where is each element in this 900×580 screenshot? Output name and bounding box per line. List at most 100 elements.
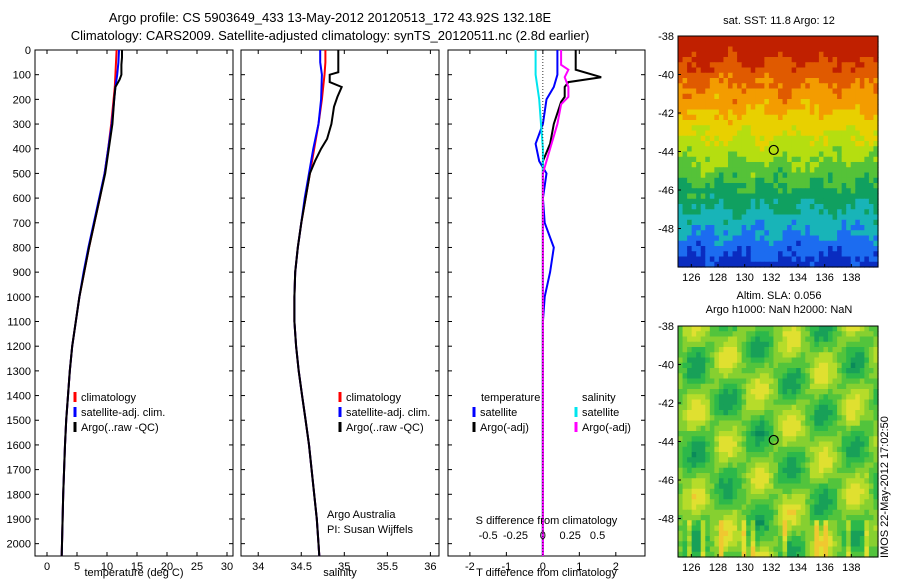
map-cell: [809, 457, 815, 464]
map-cell: [818, 446, 825, 453]
map-cell: [814, 383, 820, 390]
map-cell: [764, 362, 770, 369]
map-cell: [818, 146, 825, 153]
map-cell: [818, 57, 825, 63]
map-cell: [691, 488, 697, 495]
map-cell: [696, 93, 702, 100]
map-cell: [823, 72, 829, 79]
map-cell: [805, 331, 811, 338]
map-cell: [768, 373, 775, 380]
map-cell: [700, 78, 706, 84]
map-cell: [778, 41, 784, 48]
map-cell: [782, 467, 788, 474]
map-cell: [823, 120, 829, 126]
map-cell: [796, 541, 802, 548]
map-cell: [759, 483, 765, 490]
map-cell: [741, 326, 747, 332]
map-cell: [868, 368, 875, 374]
map-cell: [741, 183, 747, 189]
map-cell: [718, 410, 725, 416]
map-cell: [764, 473, 770, 479]
map-cell: [782, 383, 788, 390]
map-cell: [705, 256, 711, 263]
map-cell: [768, 494, 775, 500]
map-cell: [768, 499, 775, 506]
map-cell: [859, 251, 865, 258]
map-cell: [832, 51, 838, 58]
map-cell: [709, 541, 715, 548]
map-cell: [718, 383, 725, 390]
map-cell: [837, 230, 843, 237]
map-cell: [868, 357, 875, 364]
map-cell: [837, 431, 843, 437]
map-cell: [787, 551, 793, 558]
map-cell: [768, 141, 775, 147]
map-cell: [723, 404, 729, 411]
map-cell: [682, 120, 688, 126]
map-cell: [809, 109, 815, 116]
map-cell: [778, 135, 784, 142]
salinity-xtick-label: 36: [424, 561, 436, 573]
map-cell: [855, 57, 861, 63]
map-cell: [850, 525, 856, 532]
map-cell: [700, 198, 706, 205]
map-cell: [687, 515, 693, 521]
map-cell: [705, 167, 711, 174]
map-cell: [850, 225, 856, 231]
map-cell: [800, 341, 806, 348]
map-cell: [773, 230, 779, 237]
map-cell: [809, 141, 815, 147]
map-cell: [755, 214, 761, 221]
map-cell: [750, 478, 756, 485]
map-cell: [696, 425, 702, 432]
map-cell: [805, 67, 811, 74]
map-cell: [832, 483, 838, 490]
map-cell: [696, 41, 702, 48]
map-cell: [859, 109, 865, 116]
map-cell: [759, 425, 765, 432]
map-cell: [837, 135, 843, 142]
map-cell: [782, 399, 788, 406]
map-cell: [787, 394, 793, 401]
map-cell: [873, 36, 879, 42]
map-cell: [691, 130, 697, 137]
map-cell: [791, 467, 797, 474]
map-cell: [800, 389, 806, 395]
map-cell: [700, 525, 706, 532]
map-cell: [850, 219, 856, 226]
map-cell: [837, 546, 843, 553]
map-cell: [750, 336, 756, 343]
map-cell: [846, 261, 852, 268]
map-cell: [832, 193, 838, 200]
map-cell: [746, 88, 752, 95]
map-cell: [705, 183, 711, 189]
map-cell: [737, 109, 743, 116]
map-cell: [705, 240, 711, 247]
map-cell: [855, 135, 861, 142]
map-cell: [814, 504, 820, 511]
map-cell: [768, 209, 775, 216]
depth-tick-label: 1200: [7, 341, 31, 353]
map-cell: [709, 261, 715, 268]
map-cell: [787, 99, 793, 105]
map-cell: [678, 41, 684, 48]
map-cell: [832, 530, 838, 537]
map-cell: [768, 515, 775, 521]
map-lon-label: 134: [789, 272, 807, 284]
map-cell: [823, 109, 829, 116]
depth-tick-label: 2000: [7, 539, 31, 551]
map-cell: [782, 525, 788, 532]
map-cell: [850, 452, 856, 458]
map-cell: [714, 394, 720, 401]
map-cell: [800, 151, 806, 158]
map-cell: [773, 478, 779, 485]
map-cell: [728, 36, 734, 42]
map-cell: [687, 209, 693, 216]
map-cell: [755, 72, 761, 79]
map-cell: [841, 172, 847, 179]
map-cell: [868, 51, 875, 58]
map-cell: [696, 120, 702, 126]
map-cell: [846, 183, 852, 189]
map-cell: [841, 67, 847, 74]
map-cell: [773, 177, 779, 184]
